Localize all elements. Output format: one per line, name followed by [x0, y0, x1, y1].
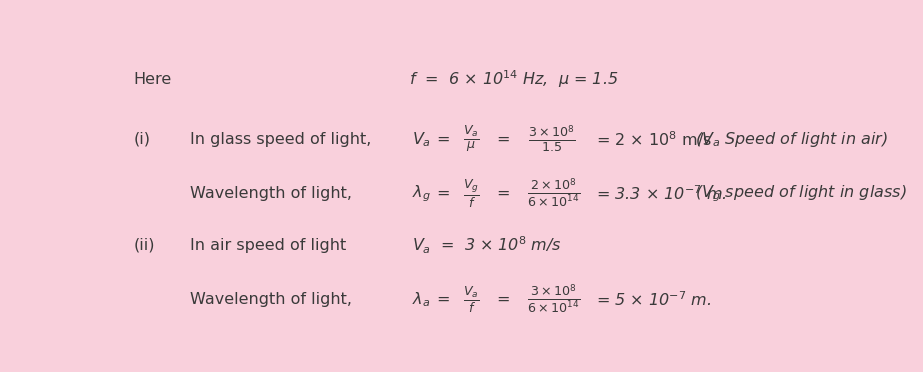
Text: In air speed of light: In air speed of light	[190, 238, 347, 253]
Text: = 3.3 × 10$^{-7}$ $m$.: = 3.3 × 10$^{-7}$ $m$.	[596, 184, 726, 203]
Text: $\lambda_a$: $\lambda_a$	[413, 290, 430, 309]
Text: =: =	[496, 292, 509, 307]
Text: = 2 × 10$^8$ m/s: = 2 × 10$^8$ m/s	[596, 129, 712, 149]
Text: Wavelength of light,: Wavelength of light,	[190, 186, 353, 201]
Text: (i): (i)	[133, 132, 150, 147]
Text: Wavelength of light,: Wavelength of light,	[190, 292, 353, 307]
Text: ($V_g$ speed of light in glass): ($V_g$ speed of light in glass)	[695, 183, 906, 204]
Text: $\frac{V_a}{\mu}$: $\frac{V_a}{\mu}$	[462, 124, 479, 155]
Text: $V_a$  =  3 × 10$^8$ m/s: $V_a$ = 3 × 10$^8$ m/s	[413, 234, 562, 256]
Text: In glass speed of light,: In glass speed of light,	[190, 132, 372, 147]
Text: $V_a$: $V_a$	[413, 130, 431, 148]
Text: =: =	[436, 132, 450, 147]
Text: (ii): (ii)	[133, 238, 155, 253]
Text: Here: Here	[133, 71, 172, 87]
Text: $f$  =  6 × 10$^{14}$ Hz,  μ = 1.5: $f$ = 6 × 10$^{14}$ Hz, μ = 1.5	[409, 68, 618, 90]
Text: $\frac{V_g}{f}$: $\frac{V_g}{f}$	[462, 177, 479, 210]
Text: =: =	[496, 186, 509, 201]
Text: =: =	[436, 186, 450, 201]
Text: = 5 × 10$^{-7}$ $m$.: = 5 × 10$^{-7}$ $m$.	[596, 290, 712, 309]
Text: =: =	[436, 292, 450, 307]
Text: $\lambda_g$: $\lambda_g$	[413, 183, 431, 204]
Text: ($V_a$ Speed of light in air): ($V_a$ Speed of light in air)	[695, 130, 888, 149]
Text: =: =	[496, 132, 509, 147]
Text: $\frac{2 \times 10^8}{6 \times 10^{14}}$: $\frac{2 \times 10^8}{6 \times 10^{14}}$	[527, 177, 581, 210]
Text: $\frac{3 \times 10^8}{1.5}$: $\frac{3 \times 10^8}{1.5}$	[528, 124, 576, 155]
Text: $\frac{3 \times 10^8}{6 \times 10^{14}}$: $\frac{3 \times 10^8}{6 \times 10^{14}}$	[527, 283, 581, 316]
Text: $\frac{V_a}{f}$: $\frac{V_a}{f}$	[462, 284, 479, 315]
